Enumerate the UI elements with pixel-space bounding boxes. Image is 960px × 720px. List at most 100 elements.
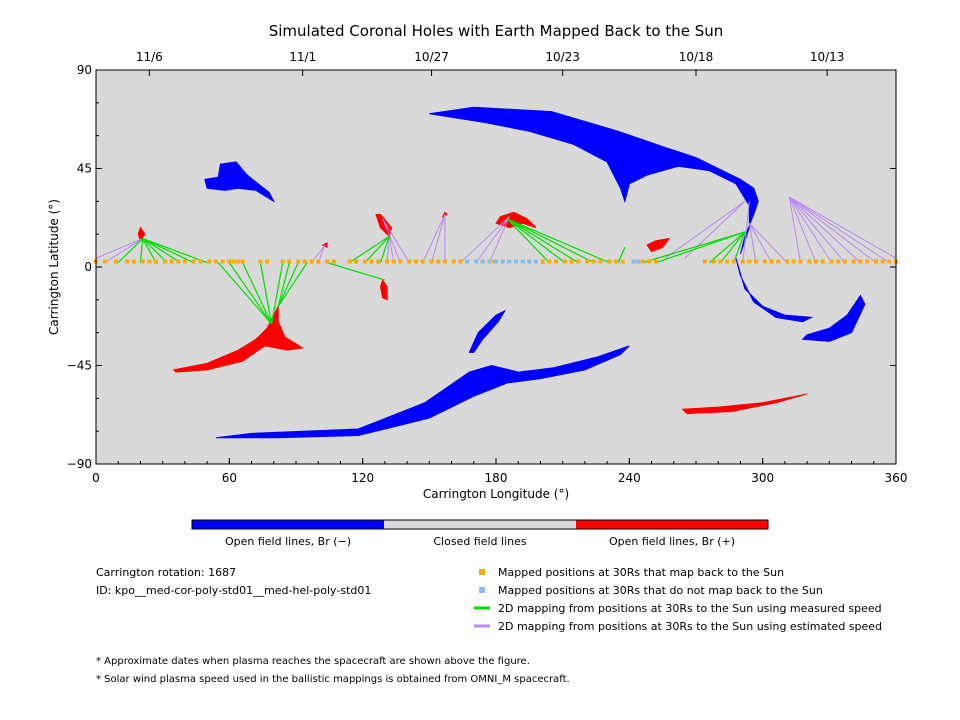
estimated-mapping-line: [386, 236, 390, 263]
estimated-mapping-line: [95, 238, 143, 259]
mapped-position-point: [851, 259, 856, 264]
mapped-position-point: [182, 259, 187, 264]
mapped-position-point: [220, 259, 225, 264]
measured-mapping-line: [139, 238, 144, 263]
measured-mapping-line: [117, 238, 144, 264]
measured-mapping-line: [617, 247, 626, 263]
legend-label: 2D mapping from positions at 30Rs to the…: [498, 602, 882, 615]
mapped-position-point: [147, 259, 152, 264]
mapped-position-point: [491, 259, 496, 264]
estimated-mapping-line: [422, 214, 446, 263]
mapped-position-point: [451, 259, 456, 264]
mapped-position-point: [747, 259, 752, 264]
measured-mapping-line: [142, 238, 195, 264]
unmapped-position-point: [534, 259, 538, 264]
mapped-position-point: [620, 259, 625, 264]
mapped-position-point: [191, 259, 196, 264]
measured-mapping-line: [349, 235, 390, 264]
estimated-mapping-line: [788, 196, 832, 263]
x-tick-label: 180: [485, 471, 508, 485]
mapped-position-point: [569, 259, 574, 264]
mapped-position-point: [858, 259, 863, 264]
estimated-mapping-line: [788, 196, 817, 263]
measured-mapping-line: [270, 262, 284, 325]
y-tick-label: 0: [84, 260, 92, 274]
mapped-position-point: [162, 259, 167, 264]
unmapped-position-point: [465, 259, 470, 264]
measured-mapping-line: [506, 218, 566, 264]
estimated-mapping-line: [488, 216, 510, 263]
mapped-position-point: [614, 259, 618, 264]
mapped-position-point: [718, 259, 723, 264]
unmapped-position-point: [474, 259, 478, 264]
mapped-position-point: [140, 259, 145, 264]
mapped-position-point: [654, 259, 658, 264]
mapped-position-point: [442, 259, 447, 264]
mapped-position-point: [207, 259, 212, 264]
mapped-position-point: [176, 259, 181, 264]
open-negative-region: [429, 106, 759, 255]
mapped-position-point: [458, 259, 463, 264]
estimated-mapping-line: [431, 214, 446, 263]
mapped-position-point: [354, 259, 358, 264]
mapped-position-point: [309, 259, 314, 264]
estimated-mapping-line: [748, 223, 757, 263]
estimated-mapping-line: [388, 236, 395, 263]
mapped-position-point: [391, 259, 396, 264]
legend-label: 2D mapping from positions at 30Rs to the…: [498, 620, 882, 633]
measured-mapping-line: [142, 238, 168, 264]
mapped-position-point: [769, 259, 774, 264]
mapped-position-point: [214, 259, 218, 264]
estimated-mapping-line: [789, 196, 877, 264]
mapped-position-point: [420, 259, 425, 264]
measured-mapping-line: [655, 231, 746, 264]
x-tick-label: 360: [885, 471, 908, 485]
mapped-position-point: [131, 259, 136, 264]
legend-label: Mapped positions at 30Rs that do not map…: [498, 584, 823, 597]
mapped-position-point: [591, 259, 596, 264]
mapped-position-point: [385, 259, 390, 264]
mapped-position-point: [369, 259, 374, 264]
unmapped-position-point: [500, 259, 505, 264]
mapped-position-point: [331, 259, 336, 264]
mapped-position-point: [842, 259, 847, 264]
mapped-position-point: [598, 259, 603, 264]
mapping-lines: [95, 196, 897, 325]
top-date-label: 11/6: [136, 50, 163, 64]
estimated-mapping-line: [475, 216, 510, 263]
mapped-position-point: [829, 259, 834, 264]
measured-mapping-line: [364, 235, 390, 264]
measured-mapping-line: [719, 231, 746, 263]
mapped-position-point: [640, 259, 645, 264]
mapped-position-point: [874, 259, 878, 264]
estimated-mapping-line: [789, 196, 890, 264]
mapped-position-point: [554, 259, 558, 264]
mapped-position-point: [347, 259, 352, 264]
measured-mapping-line: [142, 237, 208, 264]
estimated-mapping-line: [664, 200, 746, 259]
mapped-position-point: [227, 259, 232, 264]
colorbar-closed: [384, 520, 576, 529]
mapped-position-point: [740, 259, 745, 264]
top-date-label: 10/23: [545, 50, 580, 64]
measured-mapping-line: [217, 262, 273, 325]
footnote-dates: * Approximate dates when plasma reaches …: [96, 656, 530, 667]
mapped-position-point: [647, 259, 652, 264]
open-negative-region: [801, 294, 866, 342]
footnote-speed: * Solar wind plasma speed used in the ba…: [96, 674, 570, 685]
mapped-position-point: [836, 259, 841, 264]
measured-mapping-line: [242, 262, 273, 325]
mapped-position-point: [776, 259, 781, 264]
open-negative-region: [735, 258, 814, 323]
unmapped-position-point: [514, 259, 518, 264]
y-tick-label: 90: [77, 63, 92, 77]
x-tick-label: 60: [222, 471, 237, 485]
top-date-label: 10/27: [414, 50, 449, 64]
x-axis-label: Carrington Longitude (°): [423, 487, 569, 501]
mapped-position-point: [865, 259, 870, 264]
estimated-mapping-line: [104, 238, 143, 264]
colorbar-positive: [576, 520, 768, 529]
legend-marker: [479, 569, 485, 575]
mapped-position-point: [302, 259, 307, 264]
